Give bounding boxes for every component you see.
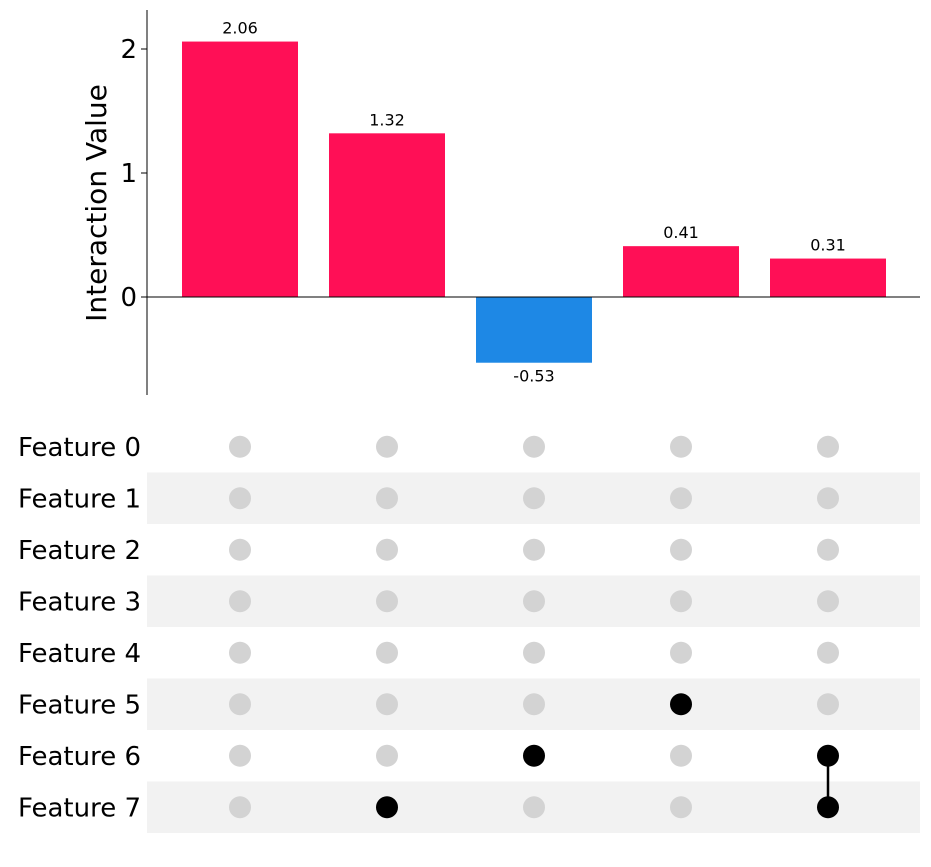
bar-value-label: 0.41 — [663, 223, 699, 242]
inactive-dot — [817, 538, 839, 561]
inactive-dot — [817, 693, 839, 716]
inactive-dot — [670, 487, 692, 510]
bar-value-labels: 2.06 1.32 -0.53 0.41 0.31 — [222, 19, 846, 386]
feature-label: Feature 3 — [18, 587, 141, 617]
inactive-dot — [229, 744, 251, 767]
inactive-dot — [523, 538, 545, 561]
y-tick-label: 1 — [120, 159, 137, 189]
inactive-dot — [523, 641, 545, 664]
feature-label: Feature 7 — [18, 793, 141, 823]
inactive-dot — [229, 590, 251, 613]
feature-label: Feature 5 — [18, 690, 141, 720]
inactive-dot — [376, 744, 398, 767]
inactive-dot — [670, 744, 692, 767]
feature-label: Feature 6 — [18, 742, 141, 772]
bar — [770, 258, 886, 297]
inactive-dot — [376, 641, 398, 664]
bar-value-label: -0.53 — [513, 367, 554, 386]
active-dot — [523, 744, 545, 767]
inactive-dot — [523, 435, 545, 458]
inactive-dot — [376, 538, 398, 561]
inactive-dot — [817, 641, 839, 664]
y-tick-label: 2 — [120, 35, 137, 65]
inactive-dot — [523, 693, 545, 716]
feature-labels: Feature 0 Feature 1 Feature 2 Feature 3 Feat… — [18, 433, 141, 824]
inactive-dot — [817, 590, 839, 613]
inactive-dot — [229, 796, 251, 819]
inactive-dot — [229, 641, 251, 664]
inactive-dot — [817, 487, 839, 510]
bar-value-label: 1.32 — [369, 110, 405, 129]
bar-value-label: 2.06 — [222, 19, 258, 38]
inactive-dot — [523, 487, 545, 510]
bar — [182, 41, 298, 298]
bar — [329, 133, 445, 297]
inactive-dot — [229, 487, 251, 510]
active-dot — [376, 796, 398, 819]
active-dot — [670, 693, 692, 716]
active-dot — [817, 796, 839, 819]
bar — [623, 246, 739, 297]
inactive-dot — [670, 435, 692, 458]
y-ticks: 0 1 2 — [120, 35, 147, 313]
bar-value-label: 0.31 — [810, 236, 846, 255]
bar — [476, 297, 592, 363]
feature-label: Feature 4 — [18, 639, 141, 669]
inactive-dot — [523, 796, 545, 819]
y-tick-label: 0 — [120, 283, 137, 313]
y-axis-label: Interaction Value — [80, 84, 113, 322]
inactive-dot — [817, 435, 839, 458]
inactive-dot — [376, 693, 398, 716]
bars — [182, 41, 886, 363]
feature-label: Feature 2 — [18, 536, 141, 566]
inactive-dot — [229, 435, 251, 458]
inactive-dot — [670, 796, 692, 819]
inactive-dot — [670, 538, 692, 561]
inactive-dot — [523, 590, 545, 613]
inactive-dot — [670, 590, 692, 613]
membership-dots — [229, 435, 839, 819]
inactive-dot — [229, 693, 251, 716]
inactive-dot — [376, 590, 398, 613]
inactive-dot — [229, 538, 251, 561]
feature-label: Feature 0 — [18, 433, 141, 463]
feature-label: Feature 1 — [18, 484, 141, 514]
active-dot — [817, 744, 839, 767]
inactive-dot — [376, 487, 398, 510]
inactive-dot — [376, 435, 398, 458]
inactive-dot — [670, 641, 692, 664]
